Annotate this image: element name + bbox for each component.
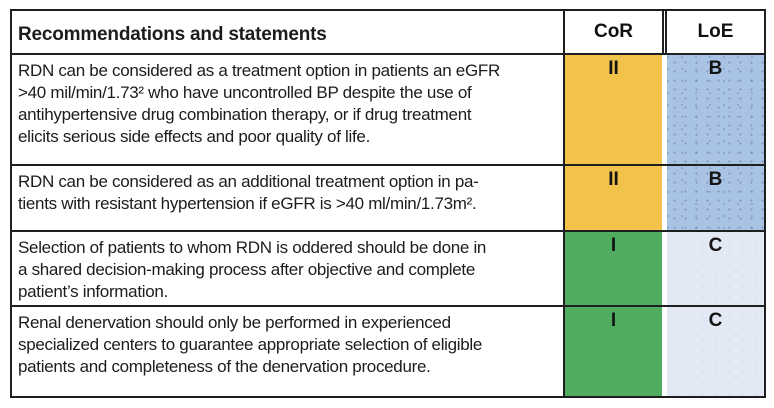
loe-cell: C [667, 232, 764, 305]
column-divider [662, 166, 667, 230]
header-recommendations-and-statements: Recommendations and statements [12, 11, 565, 53]
table-row: Selection of patients to whom RDN is odd… [12, 232, 764, 307]
cor-cell: II [565, 166, 662, 230]
header-loe: LoE [667, 11, 764, 53]
cor-cell: I [565, 307, 662, 396]
column-divider [662, 55, 667, 164]
table-header-row: Recommendations and statements CoR LoE [12, 11, 764, 55]
recommendations-table: Recommendations and statements CoR LoE R… [10, 9, 766, 398]
loe-cell: C [667, 307, 764, 396]
column-divider [662, 11, 667, 53]
loe-cell: B [667, 55, 764, 164]
column-divider [662, 232, 667, 305]
statement-cell: RDN can be considered as an additional t… [12, 166, 565, 230]
table-row: RDN can be considered as a treatment opt… [12, 55, 764, 166]
statement-cell: Selection of patients to whom RDN is odd… [12, 232, 565, 305]
loe-cell: B [667, 166, 764, 230]
statement-cell: Renal denervation should only be perform… [12, 307, 565, 396]
header-cor: CoR [565, 11, 662, 53]
table-row: RDN can be considered as an additional t… [12, 166, 764, 232]
table-row: Renal denervation should only be perform… [12, 307, 764, 396]
cor-cell: I [565, 232, 662, 305]
column-divider [662, 307, 667, 396]
statement-cell: RDN can be considered as a treatment opt… [12, 55, 565, 164]
cor-cell: II [565, 55, 662, 164]
